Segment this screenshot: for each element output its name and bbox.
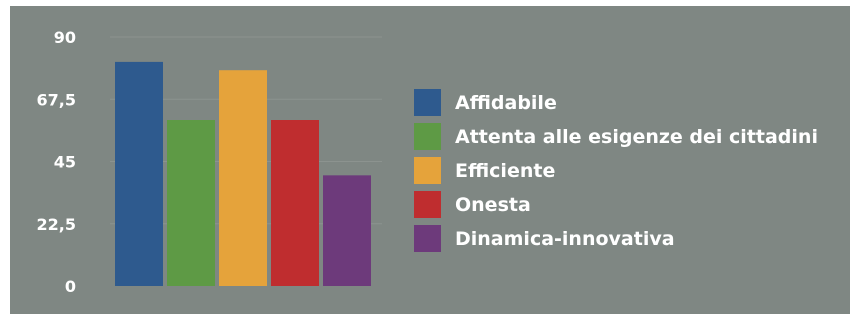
y-axis-ticks: 0 22,5 45 67,5 90 xyxy=(37,28,76,296)
bar-3 xyxy=(271,120,319,286)
legend-label: Attenta alle esigenze dei cittadini xyxy=(455,126,818,148)
bars xyxy=(115,61,371,287)
y-tick-label: 90 xyxy=(54,28,76,47)
legend-swatch xyxy=(414,89,441,116)
y-tick-label: 22,5 xyxy=(37,215,76,234)
chart-panel: 0 22,5 45 67,5 90 Affidabile Attenta alle esi… xyxy=(10,6,850,314)
bar-chart: 0 22,5 45 67,5 90 Affidabile Attenta alle esi… xyxy=(37,28,818,296)
legend-swatch xyxy=(414,225,441,252)
bar-4 xyxy=(323,175,371,286)
bar-1 xyxy=(167,120,215,286)
legend-item: Onesta xyxy=(414,191,531,218)
legend-item: Efficiente xyxy=(414,157,555,184)
y-tick-label: 67,5 xyxy=(37,90,76,109)
legend-item: Affidabile xyxy=(414,89,557,116)
y-tick-label: 45 xyxy=(54,153,76,172)
y-tick-label: 0 xyxy=(65,277,76,296)
legend-label: Efficiente xyxy=(455,160,555,182)
bar-2 xyxy=(219,70,267,286)
bar-0 xyxy=(115,61,163,287)
legend-label: Onesta xyxy=(455,194,531,216)
legend-label: Dinamica-innovativa xyxy=(455,228,675,250)
legend-swatch xyxy=(414,191,441,218)
legend: Affidabile Attenta alle esigenze dei citt… xyxy=(414,89,818,252)
legend-label: Affidabile xyxy=(455,92,557,114)
legend-swatch xyxy=(414,157,441,184)
legend-swatch xyxy=(414,123,441,150)
legend-item: Dinamica-innovativa xyxy=(414,225,675,252)
legend-item: Attenta alle esigenze dei cittadini xyxy=(414,123,818,150)
